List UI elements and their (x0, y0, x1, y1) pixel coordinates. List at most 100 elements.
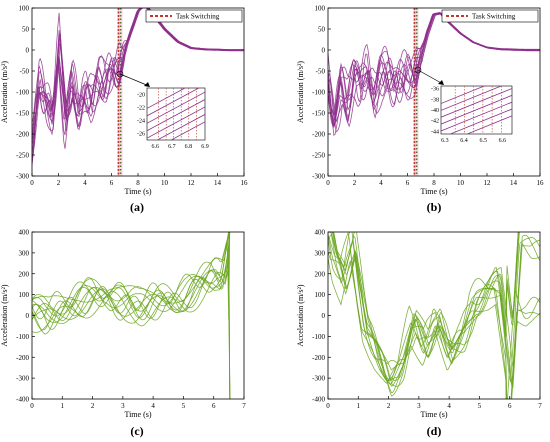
y-tick-label: 400 (315, 229, 326, 237)
legend-box (145, 9, 243, 23)
y-tick-label: 0 (26, 47, 30, 55)
chart-panel-d: 0 1 2 3 4 5 6 7 -400 -300 -200 -100 0 100 200 300 400 Tim… (296, 229, 542, 420)
inset-arrow-head (144, 82, 150, 87)
caption-c: (c) (130, 424, 144, 438)
inset-arrow (119, 73, 150, 87)
inset-zoom-marker (414, 66, 422, 74)
series-trace (32, 255, 231, 399)
y-tick-label: 400 (19, 229, 30, 237)
y-tick-label: 300 (315, 249, 326, 257)
x-tick-label: 4 (151, 402, 155, 410)
y-tick-label: 100 (19, 291, 30, 299)
y-tick-label: -150 (16, 110, 29, 118)
inset-trace (147, 88, 186, 109)
x-tick-label: 6 (110, 179, 114, 187)
inset-trace (441, 101, 512, 132)
x-tick-label: 3 (121, 402, 125, 410)
x-tick-label: 6 (406, 179, 410, 187)
y-tick-label: -200 (312, 131, 325, 139)
series-trace (328, 232, 540, 399)
series-trace (32, 8, 244, 124)
series-trace (32, 232, 230, 322)
inset-trace (441, 86, 486, 104)
series-trace (32, 8, 244, 135)
x-tick-label: 2 (387, 402, 391, 410)
series-trace (32, 233, 231, 399)
chart-panel-b: 0 2 4 6 8 10 12 14 16 -300 -250 -200 -150 -100 -50 0 50 1… (296, 5, 544, 197)
y-axis-label: Acceleration (m/s²) (0, 61, 9, 123)
x-tick-label: 5 (478, 402, 482, 410)
y-tick-label: -250 (16, 152, 29, 160)
series-trace (332, 232, 540, 387)
y-axis-label: Acceleration (m/s²) (296, 61, 305, 123)
x-tick-label: 6 (212, 402, 216, 410)
x-tick-label: 14 (214, 179, 222, 187)
series-trace (333, 232, 540, 388)
y-tick-label: -100 (312, 333, 325, 341)
inset-y-tick-label: -38 (431, 97, 439, 103)
x-tick-label: 8 (136, 179, 140, 187)
y-tick-label: -300 (16, 375, 29, 383)
y-tick-label: -400 (16, 396, 29, 404)
inset-x-tick-label: 6.5 (479, 138, 487, 144)
trace-group (32, 232, 231, 399)
x-tick-label: 5 (182, 402, 186, 410)
y-tick-label: 0 (322, 312, 326, 320)
inset-x-tick-label: 6.9 (201, 144, 209, 150)
x-tick-label: 16 (537, 179, 545, 187)
x-tick-label: 10 (457, 179, 465, 187)
inset-trace (449, 108, 512, 134)
y-tick-label: 200 (19, 270, 30, 278)
series-trace (328, 257, 540, 399)
series-trace (32, 232, 230, 315)
inset-trace (466, 115, 512, 134)
x-axis-label: Time (s) (420, 187, 447, 196)
y-tick-label: 0 (322, 47, 326, 55)
x-tick-label: 8 (432, 179, 436, 187)
trace-group (328, 232, 540, 399)
inset-zoom-marker (116, 70, 124, 78)
y-tick-label: 50 (22, 26, 30, 34)
y-tick-label: -400 (312, 396, 325, 404)
inset-x-tick-label: 6.8 (185, 144, 193, 150)
y-tick-label: 50 (318, 26, 326, 34)
caption-a: (a) (130, 200, 144, 214)
y-tick-label: -200 (16, 131, 29, 139)
inset-trace-group (147, 88, 205, 140)
y-tick-label: -300 (312, 173, 325, 181)
x-axis-label: Time (s) (124, 187, 151, 196)
x-tick-label: 0 (326, 179, 330, 187)
x-tick-label: 7 (538, 402, 542, 410)
y-tick-label: -100 (312, 89, 325, 97)
inset-trace (147, 88, 200, 117)
x-tick-label: 14 (510, 179, 518, 187)
y-tick-label: 100 (315, 5, 326, 13)
y-tick-label: 100 (19, 5, 30, 13)
inset-trace (147, 99, 205, 132)
x-tick-label: 10 (161, 179, 169, 187)
series-trace (328, 234, 540, 399)
inset-trace (441, 86, 503, 111)
x-tick-label: 2 (91, 402, 95, 410)
inset-y-tick-label: -44 (431, 129, 439, 135)
x-tick-label: 1 (61, 402, 65, 410)
series-trace (32, 246, 231, 399)
y-tick-label: -100 (16, 89, 29, 97)
y-tick-label: -300 (16, 173, 29, 181)
x-tick-label: 12 (188, 179, 196, 187)
x-tick-label: 12 (484, 179, 492, 187)
series-trace (328, 232, 540, 386)
inset-y-tick-label: -26 (137, 132, 145, 138)
series-trace (32, 232, 230, 330)
caption-b: (b) (426, 200, 442, 214)
y-tick-label: -100 (16, 333, 29, 341)
y-tick-label: 300 (19, 249, 30, 257)
inset-trace-group (441, 86, 512, 134)
y-tick-label: -200 (16, 354, 29, 362)
inset-y-tick-label: -40 (431, 108, 439, 114)
inset-trace (170, 121, 205, 140)
inset-x-tick-label: 6.6 (152, 144, 160, 150)
x-tick-label: 4 (83, 179, 87, 187)
chart-panel-a: 0 2 4 6 8 10 12 14 16 -300 -250 -200 -150 -100 -50 0 50 1… (0, 5, 248, 197)
y-tick-label: 100 (315, 291, 326, 299)
